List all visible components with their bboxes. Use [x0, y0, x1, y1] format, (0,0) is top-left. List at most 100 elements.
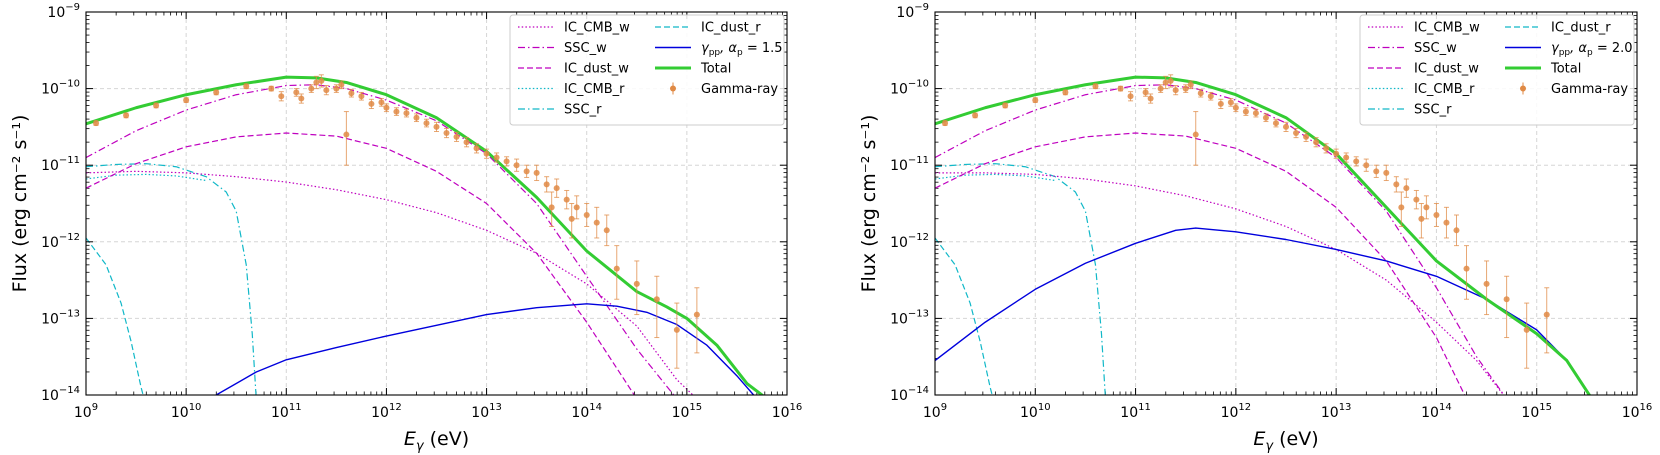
gamma-ray-point — [1207, 93, 1214, 100]
series-group — [935, 75, 1592, 395]
gamma-ray-point — [1343, 154, 1350, 161]
gamma-ray-point — [1313, 139, 1320, 146]
legend-box — [509, 14, 785, 126]
y-tick-label: 10−14 — [41, 385, 80, 404]
x-tick-label: 1016 — [1622, 402, 1653, 421]
gamma-ray-point — [1383, 169, 1390, 176]
gamma-ray-point — [1217, 100, 1224, 107]
gamma-ray-point — [1333, 150, 1340, 157]
gamma-ray-point — [443, 130, 450, 137]
legend-label: IC_CMB_w — [1414, 21, 1480, 36]
gamma-ray-points — [942, 74, 1550, 369]
legend-label: Gamma-ray — [701, 82, 778, 97]
gamma-ray-point — [593, 219, 600, 226]
gamma-ray-point — [1293, 130, 1300, 137]
y-tick-label: 10−12 — [41, 232, 80, 251]
gamma-ray-point — [1197, 90, 1204, 97]
gamma-ray-point — [1032, 97, 1039, 104]
gamma-ray-point — [313, 79, 320, 86]
gamma-ray-point — [533, 169, 540, 176]
gamma-ray-point — [1283, 123, 1289, 130]
gamma-ray-point — [433, 123, 440, 130]
gamma-ray-point — [633, 280, 640, 287]
x-tick-label: 1015 — [1521, 402, 1552, 421]
gamma-ray-point — [403, 110, 410, 117]
gamma-ray-point — [1092, 83, 1099, 90]
gamma-ray-point — [1227, 99, 1234, 106]
gamma-ray-point — [1062, 89, 1069, 96]
x-tick-label: 1011 — [271, 402, 302, 421]
gamma-ray-point — [93, 120, 100, 127]
legend-label: γpp, αp = 2.0 — [1551, 41, 1633, 58]
y-tick-label: 10−14 — [890, 385, 929, 404]
gamma-ray-point — [1453, 227, 1460, 234]
y-tick-label: 10−10 — [890, 79, 929, 98]
gamma-ray-point — [278, 93, 285, 100]
gamma-ray-point — [423, 120, 430, 127]
gamma-ray-point — [1127, 93, 1134, 100]
x-axis-label: Eγ (eV) — [404, 428, 469, 454]
y-tick-label: 10−10 — [41, 79, 80, 98]
series-line-IC_CMB_r — [935, 173, 1056, 182]
legend-label: IC_dust_r — [701, 21, 761, 36]
y-tick-label: 10−12 — [890, 232, 929, 251]
x-tick-label: 1011 — [1120, 402, 1151, 421]
series-line-IC_dust_w — [86, 132, 636, 395]
y-tick-label: 10−9 — [896, 2, 929, 21]
gamma-ray-point — [513, 162, 520, 169]
gamma-ray-point — [343, 131, 350, 138]
gamma-ray-point — [942, 120, 949, 127]
x-tick-label: 1014 — [571, 402, 602, 421]
gamma-ray-point — [1443, 219, 1450, 226]
gamma-ray-point — [613, 265, 620, 272]
gamma-ray-point — [1423, 204, 1430, 211]
gamma-ray-point — [243, 83, 250, 90]
y-tick-label: 10−13 — [890, 308, 929, 327]
legend-label: γpp, αp = 1.5 — [701, 41, 783, 58]
x-tick-label: 1016 — [772, 402, 803, 421]
legend-label: SSC_w — [564, 41, 607, 56]
gamma-ray-point — [563, 196, 570, 203]
gamma-ray-point — [1002, 102, 1009, 109]
gamma-ray-point — [548, 204, 555, 211]
gamma-ray-point — [123, 112, 130, 119]
gamma-ray-point — [453, 133, 460, 140]
x-tick-label: 109 — [74, 402, 98, 421]
gamma-ray-point — [1463, 265, 1470, 272]
series-line-IC_dust_r — [935, 237, 993, 395]
gamma-ray-point — [1162, 79, 1169, 86]
gamma-ray-point — [1117, 85, 1124, 92]
gamma-ray-point — [1373, 168, 1380, 175]
series-line-SSC_w — [935, 84, 1505, 395]
gamma-ray-point — [1418, 215, 1425, 222]
series-line-SSC_r — [935, 163, 1106, 395]
legend-label: SSC_w — [1414, 41, 1457, 56]
gamma-ray-point — [583, 211, 590, 218]
gamma-ray-point — [318, 77, 325, 84]
gamma-ray-point — [308, 85, 315, 92]
gamma-ray-point — [673, 326, 680, 333]
plot-frame — [934, 11, 1638, 396]
x-tick-label: 1014 — [1421, 402, 1452, 421]
y-tick-label: 10−13 — [41, 308, 80, 327]
gamma-ray-point — [483, 150, 490, 157]
gamma-ray-point — [1433, 211, 1440, 218]
gamma-ray-point — [1413, 196, 1420, 203]
series-line-SSC_r — [86, 163, 257, 395]
gamma-ray-point — [493, 154, 500, 161]
x-tick-label: 109 — [923, 402, 947, 421]
gamma-ray-point — [333, 85, 340, 92]
gamma-ray-point — [1323, 145, 1330, 152]
gamma-ray-point — [1393, 181, 1400, 188]
gamma-ray-points — [93, 74, 700, 369]
legend: IC_CMB_w SSC_w IC_dust_w IC_CMB_r SSC_r IC_du… — [1359, 14, 1635, 126]
gamma-ray-point — [1167, 77, 1174, 84]
gamma-ray-point — [358, 93, 365, 100]
gamma-ray-point — [348, 90, 355, 97]
gamma-ray-point — [1192, 131, 1199, 138]
series-line-IC_dust_w — [935, 132, 1466, 395]
plot-frame — [85, 11, 788, 396]
y-tick-label: 10−11 — [41, 155, 80, 174]
gamma-ray-point — [1182, 85, 1189, 92]
